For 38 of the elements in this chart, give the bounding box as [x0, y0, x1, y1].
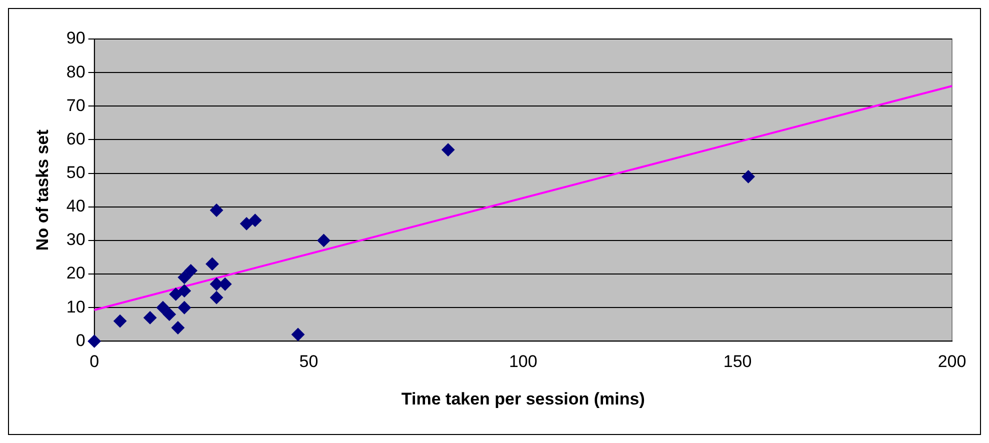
- point: [218, 278, 232, 291]
- y-tick-label: 10: [66, 297, 86, 316]
- point: [184, 264, 198, 278]
- point: [210, 291, 224, 304]
- x-tick-label: 150: [723, 352, 752, 372]
- y-tick-label: 0: [76, 330, 86, 350]
- point: [248, 214, 262, 227]
- x-tick-label: 100: [508, 352, 538, 372]
- y-axis-title: No of tasks set: [32, 129, 52, 251]
- x-axis-title: Time taken per session (mins): [401, 389, 645, 408]
- y-tick-label: 20: [66, 264, 86, 283]
- point: [742, 170, 755, 184]
- point: [317, 234, 330, 247]
- y-tick-label: 40: [66, 196, 86, 216]
- y-tick-label: 80: [66, 62, 86, 82]
- point: [206, 257, 219, 270]
- point: [178, 270, 191, 284]
- y-tick-label: 90: [66, 28, 86, 48]
- point: [144, 311, 157, 324]
- x-tick-label: 50: [299, 352, 318, 372]
- point: [240, 217, 254, 230]
- point: [178, 284, 191, 298]
- x-tick-label: 0: [90, 352, 100, 372]
- y-tick-label: 70: [66, 96, 86, 115]
- point: [171, 321, 184, 334]
- y-tick-label: 50: [66, 163, 86, 182]
- point: [292, 328, 305, 341]
- point: [178, 301, 191, 314]
- point: [169, 288, 182, 301]
- point: [156, 301, 170, 314]
- x-tick-label: 200: [938, 352, 966, 372]
- point: [162, 308, 176, 321]
- y-tick-label: 60: [66, 129, 86, 148]
- point: [210, 204, 224, 217]
- point: [114, 314, 127, 328]
- point: [88, 334, 101, 348]
- y-tick-label: 30: [66, 230, 86, 250]
- point: [442, 143, 455, 156]
